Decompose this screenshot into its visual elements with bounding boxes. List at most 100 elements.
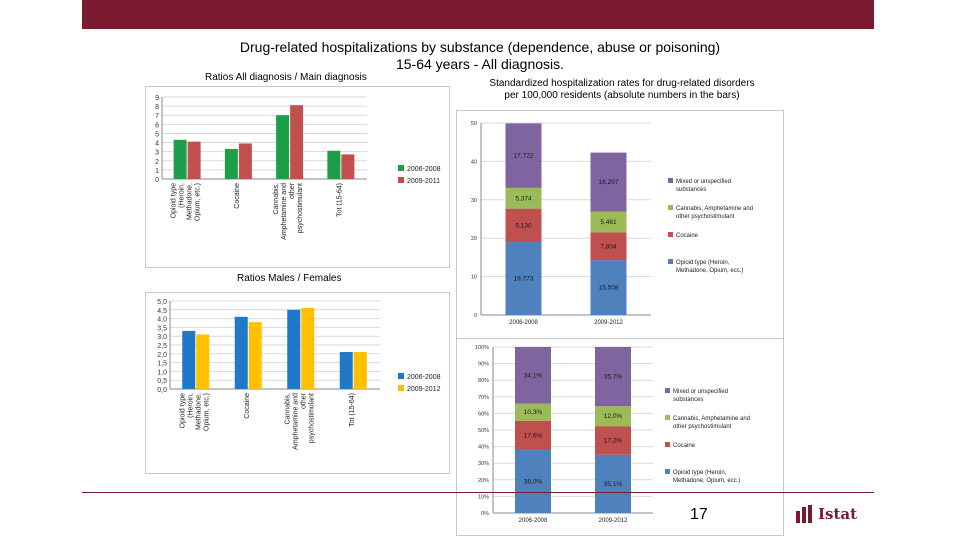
x-tick-label-line: Cocaine (234, 183, 241, 209)
x-tick-label: 2009-2012 (594, 320, 623, 326)
stacked-bar-segment (505, 187, 542, 209)
legend-swatch (665, 388, 670, 393)
bar (301, 308, 315, 389)
y-tick-label: 10% (478, 494, 489, 500)
x-tick-label-line: Amphetamine and (281, 183, 288, 240)
legend-label: 2006-2008 (407, 374, 441, 381)
legend-swatch (668, 205, 673, 210)
chart-rates: 0 10 20 30 40 50 19,773 9,130 5,374 17,722 2006-20… (471, 121, 753, 326)
page-number: 17 (690, 506, 708, 523)
y-tick-label: 50% (478, 428, 489, 434)
legend-label: Mixed or unspecified (676, 179, 731, 185)
x-tick-label-line: Methadone, (187, 183, 194, 220)
stacked-bar-segment (515, 403, 551, 421)
x-tick-label-line: psychostimulant (297, 183, 304, 233)
y-tick-label: 2,5 (157, 343, 167, 350)
data-label: 38,0% (524, 478, 543, 485)
x-tick-label: Opioid type(Heroin,Methadone,Opium, etc.… (179, 393, 210, 431)
x-tick-label: Cannabis,Amphetamine andotherpsychostimu… (284, 392, 315, 449)
y-tick-label: 30 (471, 198, 477, 204)
stacked-bar-segment (590, 260, 627, 315)
stacked-bar-segment (515, 449, 551, 513)
x-tick-label-line: Cannabis, (273, 183, 280, 215)
x-tick-label-line: other (289, 182, 296, 199)
y-tick-label: 0% (481, 511, 489, 517)
bar (173, 139, 187, 179)
x-tick-label-line: Methadone, (195, 393, 202, 430)
data-label: 10,3% (524, 409, 543, 416)
data-label: 35,1% (604, 481, 623, 488)
y-tick-label: 4,0 (157, 317, 167, 324)
stacked-bar-segment (505, 123, 542, 188)
x-tick-label-line: Tot (15-64) (349, 393, 356, 427)
istat-logo: Istat (796, 505, 857, 523)
legend-label: 2009-2012 (407, 386, 441, 393)
stacked-bar-segment (505, 242, 542, 315)
bar (234, 316, 248, 389)
y-tick-label: 3,5 (157, 325, 167, 332)
x-tick-label-line: Cannabis, (284, 393, 291, 425)
bar (327, 150, 341, 179)
legend-label: Mixed or unspecified (673, 389, 728, 395)
y-tick-label: 3,0 (157, 334, 167, 341)
data-label: 17,2% (604, 437, 623, 444)
legend-swatch (398, 165, 404, 171)
stacked-bar-segment (595, 406, 631, 427)
data-label: 17,722 (514, 153, 534, 160)
y-tick-label: 1,5 (157, 361, 167, 368)
legend-swatch (668, 232, 673, 237)
y-tick-label: 40% (478, 445, 489, 451)
bar (248, 322, 262, 389)
stacked-bar-segment (505, 208, 542, 243)
x-tick-label-line: Opioid type (171, 183, 178, 219)
x-tick-label-line: other (300, 392, 307, 409)
legend-label: Methadone, Opium, ecc.) (673, 478, 740, 484)
legend-swatch (398, 177, 404, 183)
y-tick-label: 20% (478, 478, 489, 484)
legend-label: Cocaine (673, 443, 696, 449)
chart-ratio-mf: 0,0 0,5 1,01,5 2,0 2,5 3,0 3,54,0 4,5 5,0 Opioid … (157, 299, 441, 450)
y-tick-label: 80% (478, 378, 489, 384)
legend-label: 2006-2008 (407, 166, 441, 173)
legend-label: Cannabis, Amphetamine and (673, 416, 750, 422)
legend-label: other psychostimulant (673, 424, 732, 430)
chart-rates-panel: 0 10 20 30 40 50 19,773 9,130 5,374 17,722 2006-20… (456, 110, 784, 340)
legend-swatch (668, 178, 673, 183)
slide-title-line1: Drug-related hospitalizations by substan… (239, 39, 721, 55)
y-tick-label: 4 (155, 141, 159, 148)
x-tick-label-line: (Heroin, (187, 393, 194, 418)
data-label: 5,374 (515, 195, 532, 202)
rates-subtitle-line1: Standardized hospitalization rates for d… (489, 78, 755, 89)
bar (339, 352, 353, 389)
y-tick-label: 90% (478, 362, 489, 368)
bar (276, 115, 290, 179)
y-tick-label: 0,5 (157, 378, 167, 385)
ratio-all-label: Ratios All diagnosis / Main diagnosis (205, 72, 367, 83)
y-tick-label: 0 (155, 177, 159, 184)
y-tick-label: 1 (155, 168, 159, 175)
legend-label: substances (676, 187, 706, 193)
rates-subtitle-line2: per 100,000 residents (absolute numbers … (504, 90, 740, 101)
y-tick-label: 10 (471, 275, 477, 281)
x-tick-label: Opioid type(Heroin,Methadone,Opium, etc.… (171, 183, 202, 221)
x-tick-label: 2006-2008 (509, 320, 538, 326)
chart-ratio-all-panel: 0 1 2 3 4 5 6 7 8 9 Opioid type(Heroin,Methadone,O… (145, 86, 450, 268)
stacked-bar-segment (595, 347, 631, 407)
y-tick-label: 0 (474, 313, 477, 319)
x-tick-label-line: psychostimulant (308, 393, 315, 443)
x-tick-label: 2006-2008 (519, 518, 548, 524)
x-tick-label: 2009-2012 (599, 518, 628, 524)
x-tick-label-line: Opioid type (179, 393, 186, 429)
legend-swatch (398, 385, 404, 391)
x-tick-label-line: Cocaine (244, 393, 251, 419)
footer-divider (82, 492, 874, 493)
legend-label: substances (673, 397, 703, 403)
data-label: 34,1% (524, 372, 543, 379)
data-label: 9,130 (515, 222, 532, 229)
legend-label: 2009-2011 (407, 178, 440, 185)
stacked-bar-segment (515, 347, 551, 404)
bar (182, 330, 196, 389)
y-tick-label: 30% (478, 461, 489, 467)
y-tick-label: 70% (478, 395, 489, 401)
x-tick-label-line: (Heroin, (179, 183, 186, 208)
